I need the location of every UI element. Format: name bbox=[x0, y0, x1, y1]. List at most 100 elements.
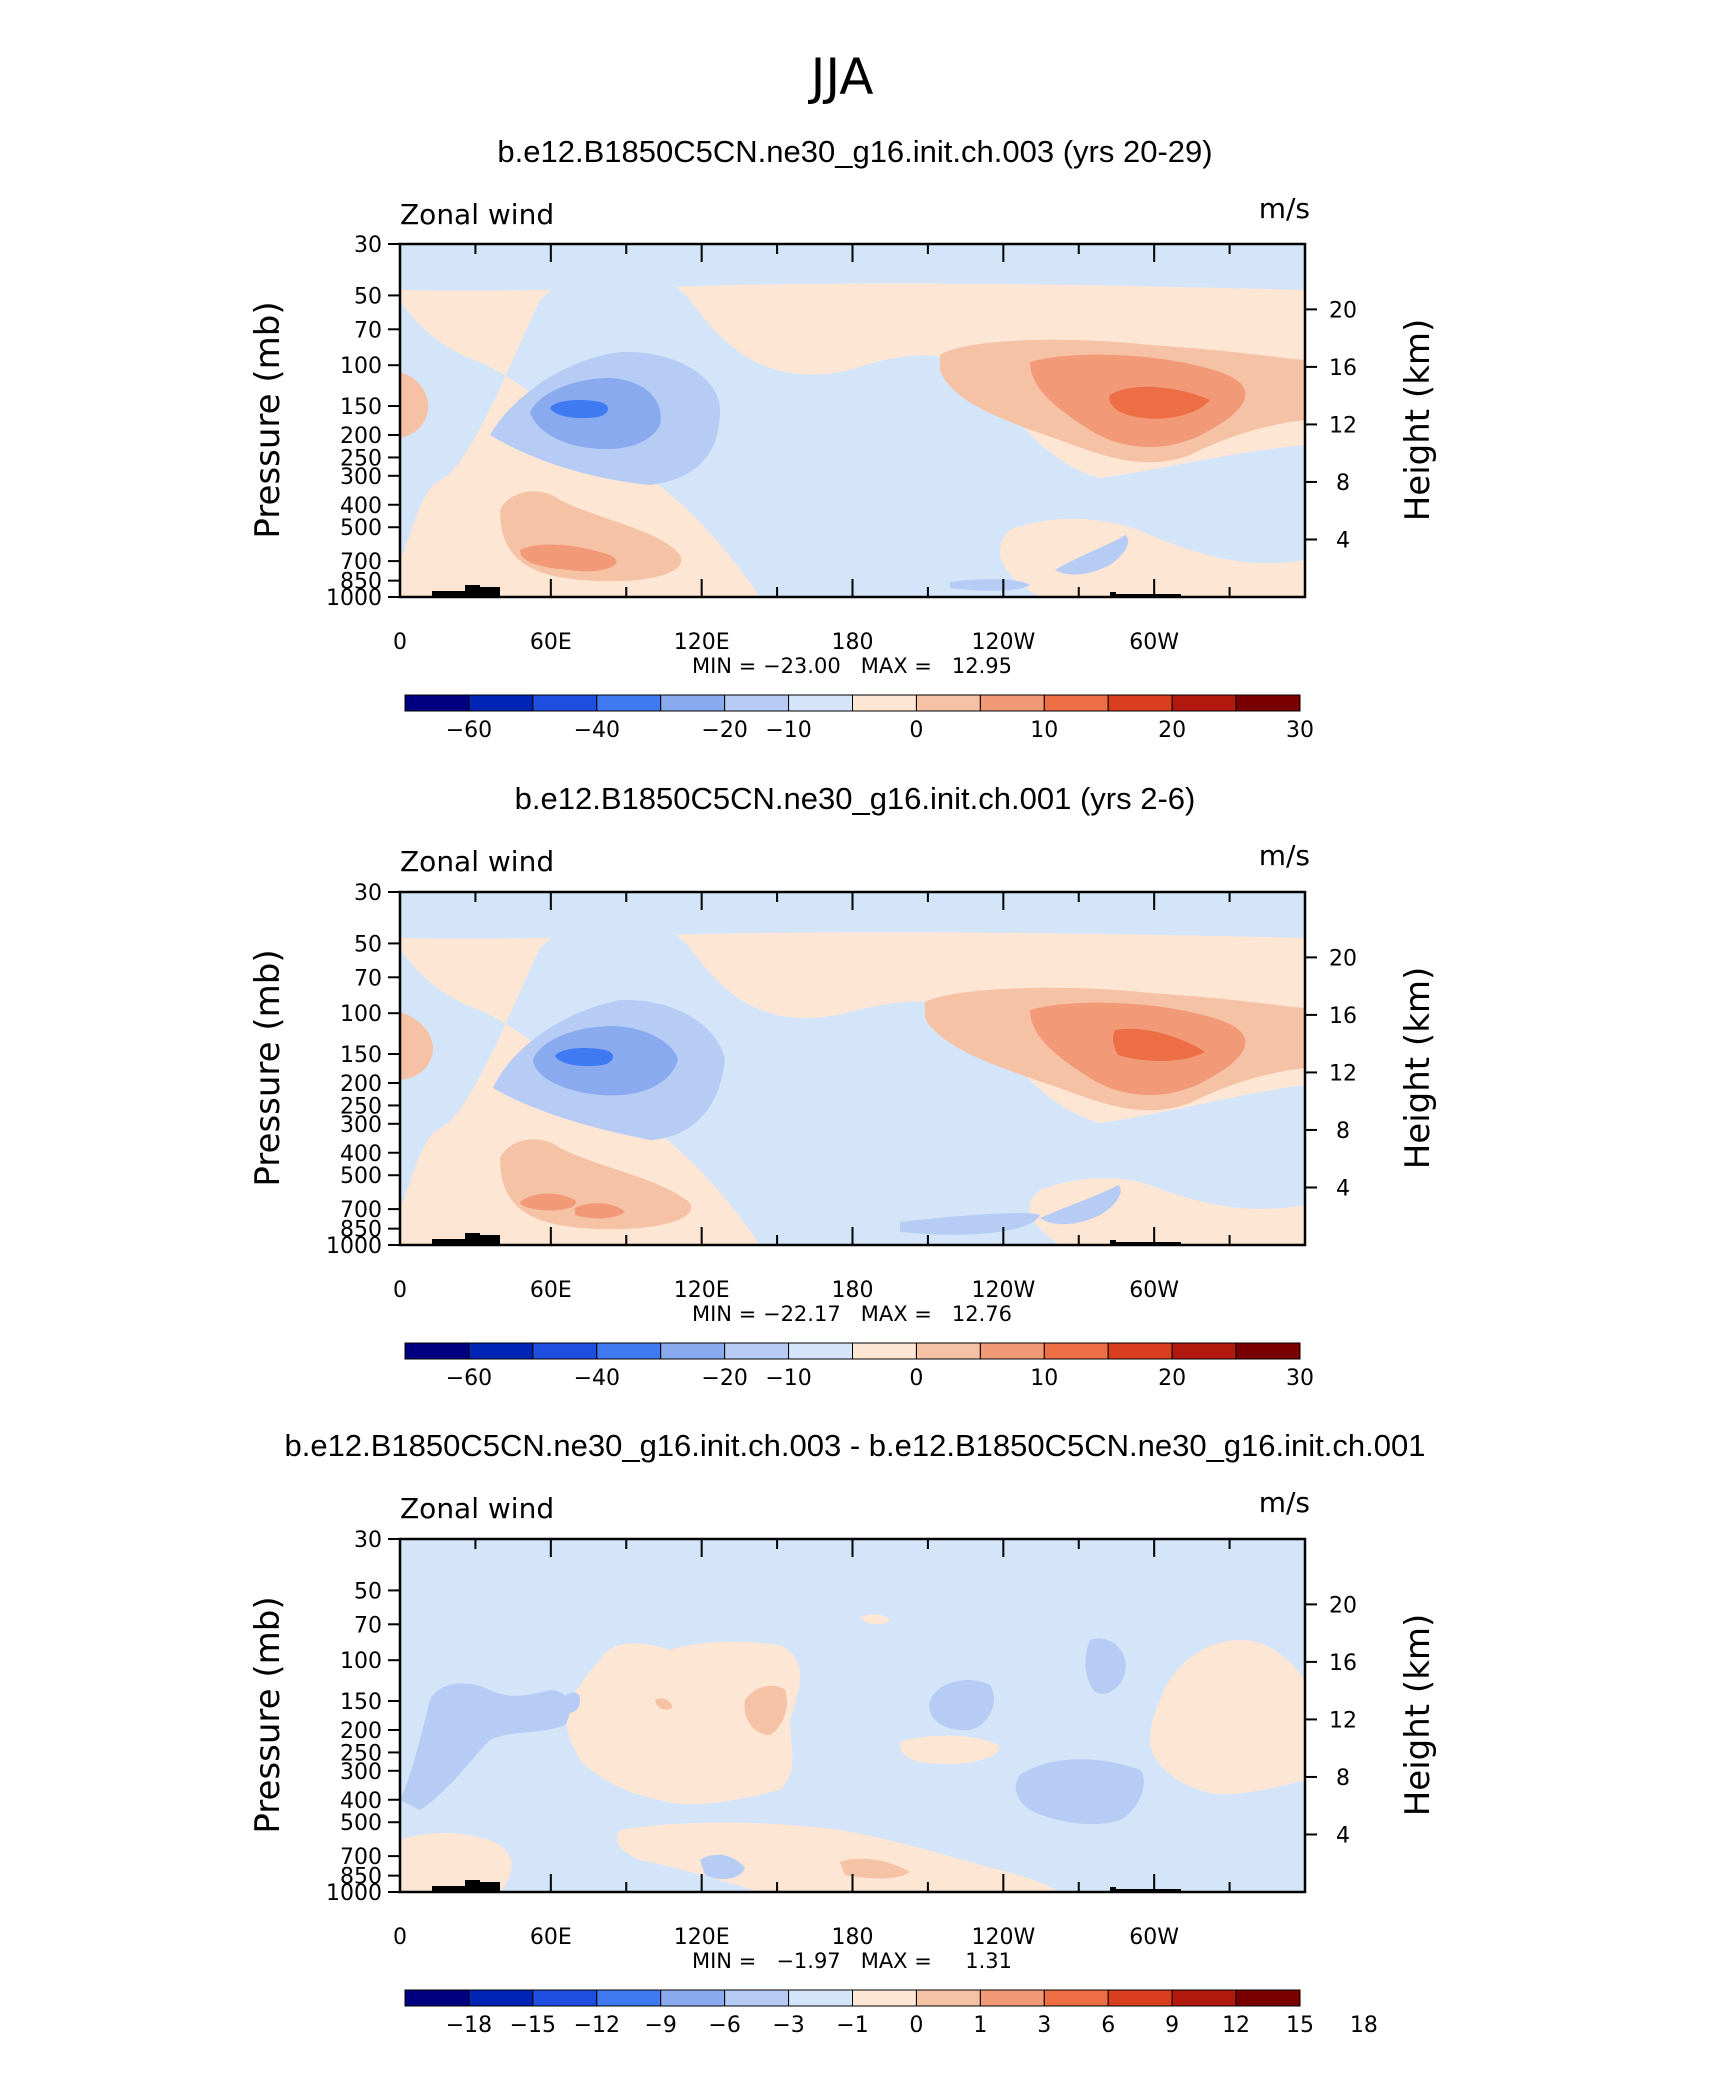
panel-3-colorbar-box bbox=[724, 1989, 790, 2007]
panel-2-x-tick-label: 60W bbox=[1129, 1278, 1179, 1303]
panel-3-negative-west bbox=[400, 1683, 570, 1810]
panel-1-y-tick-label: 1000 bbox=[326, 586, 382, 611]
panel-3-negative-mid bbox=[1015, 1759, 1144, 1825]
panel-3-min-max: MIN = −1.97 MAX = 1.31 bbox=[692, 1949, 1012, 1973]
panel-2-colorbar-label: 20 bbox=[1158, 1366, 1186, 1391]
panel-3-x-tick-label: 120W bbox=[971, 1925, 1035, 1950]
panel-1-y-tick-label: 500 bbox=[340, 516, 382, 541]
panel-1-land-block bbox=[1116, 594, 1181, 597]
panel-3-left-label: Zonal wind bbox=[400, 1492, 554, 1525]
panel-3-right-label: m/s bbox=[1259, 1486, 1310, 1519]
panel-2-colorbar-box bbox=[979, 1342, 1045, 1360]
panel-3-colorbar-box bbox=[660, 1989, 726, 2007]
panel-3-positive-max-3 bbox=[655, 1698, 672, 1710]
panel-1-colorbar-label: 10 bbox=[1030, 718, 1058, 743]
panel-2-colorbar-box bbox=[915, 1342, 981, 1360]
panel-3-y-tick-label: 1000 bbox=[326, 1881, 382, 1906]
panel-2-colorbar-box bbox=[1171, 1342, 1237, 1360]
panel-3-colorbar-box bbox=[915, 1989, 981, 2007]
panel-3-negative-low bbox=[700, 1854, 745, 1880]
panel-2-colorbar-box bbox=[532, 1342, 598, 1360]
panel-2-y2-tick-label: 16 bbox=[1329, 1004, 1357, 1029]
panel-3-y-tick-label: 500 bbox=[340, 1811, 382, 1836]
panel-2-x-tick-label: 120E bbox=[674, 1278, 730, 1303]
panel-3-colorbar-label: −1 bbox=[836, 2013, 868, 2038]
panel-1-colorbar-box bbox=[915, 694, 981, 712]
panel-2-colorbar-box bbox=[596, 1342, 662, 1360]
panel-2-colorbar-label: −20 bbox=[701, 1366, 747, 1391]
panel-2-colorbar-box bbox=[1043, 1342, 1109, 1360]
panel-1-y2-tick-label: 20 bbox=[1329, 298, 1357, 323]
panel-3-positive-region-southwest bbox=[400, 1833, 512, 1892]
panel-3-colorbar-box bbox=[596, 1989, 662, 2007]
panel-3-y-tick-label: 50 bbox=[354, 1579, 382, 1604]
panel-2-colorbar-box bbox=[404, 1342, 470, 1360]
panel-2-y2-tick-label: 20 bbox=[1329, 946, 1357, 971]
panel-1-low-westerly-max bbox=[520, 544, 617, 572]
panel-1-colorbar-box bbox=[404, 694, 470, 712]
panel-1-land-block bbox=[432, 591, 472, 597]
panel-2-colorbar-box bbox=[852, 1342, 917, 1360]
panel-3-x-tick-label: 60E bbox=[530, 1925, 572, 1950]
panel-1-y-tick-label: 150 bbox=[340, 395, 382, 420]
panel-1-colorbar-box bbox=[979, 694, 1045, 712]
panel-1-y-axis-label: Pressure (mb) bbox=[248, 301, 288, 538]
panel-2-y-tick-label: 150 bbox=[340, 1043, 382, 1068]
panel-3-colorbar-box bbox=[468, 1989, 534, 2007]
panel-3-y2-tick-label: 20 bbox=[1329, 1593, 1357, 1618]
panel-1-easterly-streak-2 bbox=[1055, 535, 1129, 575]
panel-1-x-tick-label: 180 bbox=[832, 630, 874, 655]
panel-3-positive-patch-small bbox=[860, 1614, 890, 1625]
panel-1-colorbar-box bbox=[1043, 694, 1109, 712]
panel-2-colorbar-box bbox=[724, 1342, 790, 1360]
panel-3-y2-tick-label: 4 bbox=[1336, 1823, 1350, 1848]
panel-1-x-axis: 0 60E 120E 180 120W 60W bbox=[393, 244, 1231, 655]
panel-2-y-tick-label: 850 bbox=[340, 1218, 382, 1243]
panel-3-negative-upper bbox=[929, 1680, 994, 1731]
panel-1-colorbar-box bbox=[468, 694, 534, 712]
panel-3-y-axis-label: Pressure (mb) bbox=[248, 1596, 288, 1833]
panel-1-colorbar-label: −20 bbox=[701, 718, 747, 743]
panel-1: b.e12.B1850C5CN.ne30_g16.init.ch.003 (yr… bbox=[248, 134, 1438, 743]
panel-1-colorbar-box bbox=[660, 694, 726, 712]
panel-3-colorbar-box bbox=[852, 1989, 917, 2007]
panel-1-colorbar-box bbox=[1235, 694, 1301, 712]
panel-3-y2-axis: 20 16 12 8 4 bbox=[1305, 1593, 1357, 1848]
panel-1-colorbar-box bbox=[724, 694, 790, 712]
panel-3-y-tick-label: 70 bbox=[354, 1613, 382, 1638]
panel-2-colorbar: −60 −40 −20 −10 0 10 20 30 bbox=[404, 1342, 1314, 1391]
panel-3-colorbar-label: 0 bbox=[909, 2013, 923, 2038]
panel-2-colorbar-box bbox=[1107, 1342, 1173, 1360]
panel-1-y2-tick-label: 16 bbox=[1329, 356, 1357, 381]
panel-2-min-max: MIN = −22.17 MAX = 12.76 bbox=[692, 1302, 1012, 1326]
panel-2-low-westerly-max bbox=[520, 1193, 576, 1211]
panel-3-colorbar-box bbox=[404, 1989, 470, 2007]
panel-2-land-block bbox=[478, 1235, 500, 1245]
panel-2-y-tick-label: 70 bbox=[354, 966, 382, 991]
panel-1-y-tick-label: 300 bbox=[340, 465, 382, 490]
panel-3-negative-west-2 bbox=[560, 1692, 580, 1713]
panel-1-land-block bbox=[465, 585, 480, 597]
panel-3-colorbar-box bbox=[788, 1989, 853, 2007]
panel-2-y-tick-label: 250 bbox=[340, 1094, 382, 1119]
panel-2-y-tick-label: 500 bbox=[340, 1164, 382, 1189]
panel-3-x-tick-label: 60W bbox=[1129, 1925, 1179, 1950]
panel-1-easterly-core bbox=[550, 400, 609, 419]
panel-2-x-tick-label: 120W bbox=[971, 1278, 1035, 1303]
panel-1-colorbar-box bbox=[1107, 694, 1173, 712]
panel-3-x-tick-label: 0 bbox=[393, 1925, 407, 1950]
panel-2-left-label: Zonal wind bbox=[400, 845, 554, 878]
panel-3-y2-tick-label: 12 bbox=[1329, 1708, 1357, 1733]
panel-2-land-block bbox=[1110, 1240, 1116, 1245]
panel-3-positive-region-central bbox=[565, 1641, 800, 1805]
panel-3-colorbar-label: −18 bbox=[446, 2013, 492, 2038]
panel-1-y2-axis: 20 16 12 8 4 bbox=[1305, 298, 1357, 553]
panel-2-y2-tick-label: 8 bbox=[1336, 1119, 1350, 1144]
panel-2-y-tick-label: 300 bbox=[340, 1113, 382, 1138]
panel-1-colorbar-box bbox=[596, 694, 662, 712]
panel-3-title: b.e12.B1850C5CN.ne30_g16.init.ch.003 - b… bbox=[285, 1428, 1426, 1463]
panel-1-land-block bbox=[1110, 592, 1116, 597]
panel-2-y2-axis: 20 16 12 8 4 bbox=[1305, 946, 1357, 1201]
